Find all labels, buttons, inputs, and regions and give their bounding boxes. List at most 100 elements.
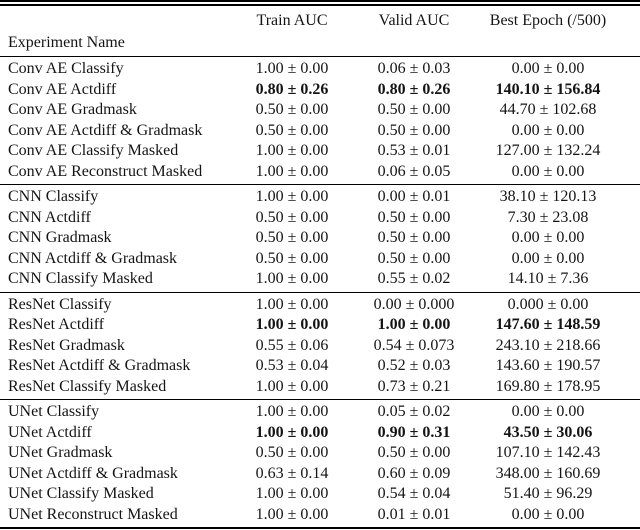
table-section-1: Conv AE Classify 1.00 ± 0.00 0.06 ± 0.03… [0,57,640,185]
spacer-cell [616,336,640,357]
train-auc-cell: 1.00 ± 0.00 [255,505,329,523]
header-row: Experiment Name Train AUC Valid AUC Best… [0,6,640,57]
spacer-cell [616,141,640,162]
spacer-cell [616,121,640,142]
valid-auc-cell: 0.80 ± 0.26 [377,80,451,98]
experiment-name-cell: CNN Gradmask [8,229,112,246]
train-auc-cell: 1.00 ± 0.00 [255,485,329,502]
valid-auc-cell: 0.50 ± 0.00 [377,444,451,461]
experiment-name-cell: Conv AE Actdiff [8,80,117,98]
valid-auc-cell: 0.50 ± 0.00 [377,121,451,139]
best-epoch-cell: 0.00 ± 0.00 [511,229,585,246]
spacer-cell [616,315,640,336]
experiment-name-cell: ResNet Gradmask [8,336,125,354]
header-best-epoch: Best Epoch (/500) [489,12,607,29]
spacer-cell [616,356,640,377]
best-epoch-cell: 143.60 ± 190.57 [495,357,601,374]
spacer-cell [616,162,640,185]
table-row: Conv AE Actdiff & Gradmask 0.50 ± 0.00 0… [0,121,640,142]
header-train-auc: Train AUC [256,12,328,29]
valid-auc-cell: 0.73 ± 0.21 [377,377,451,395]
table-row: ResNet Classify Masked 1.00 ± 0.00 0.73 … [0,377,640,400]
train-auc-cell: 1.00 ± 0.00 [255,162,329,180]
valid-auc-cell: 0.54 ± 0.073 [373,336,455,354]
experiment-name-cell: ResNet Actdiff [8,316,105,333]
valid-auc-cell: 0.52 ± 0.03 [377,357,451,374]
valid-auc-cell: 0.50 ± 0.00 [377,229,451,246]
valid-auc-cell: 0.00 ± 0.000 [373,295,455,313]
spacer-cell [616,269,640,292]
train-auc-cell: 1.00 ± 0.00 [255,377,329,395]
best-epoch-cell: 14.10 ± 7.36 [507,270,589,287]
best-epoch-cell: 127.00 ± 132.24 [495,142,601,159]
train-auc-cell: 0.50 ± 0.00 [255,229,329,246]
best-epoch-cell: 0.00 ± 0.00 [511,60,585,77]
spacer-cell [616,249,640,270]
table-top-rule [0,0,640,6]
best-epoch-cell: 44.70 ± 102.68 [499,101,597,118]
valid-auc-cell: 0.53 ± 0.01 [377,142,451,159]
train-auc-cell: 0.80 ± 0.26 [255,80,329,98]
experiment-name-cell: UNet Classify [8,403,100,420]
spacer-cell [616,400,640,423]
table-row: UNet Reconstruct Masked 1.00 ± 0.00 0.01… [0,505,640,528]
table-row: UNet Classify Masked 1.00 ± 0.00 0.54 ± … [0,484,640,505]
best-epoch-cell: 0.00 ± 0.00 [511,249,585,267]
header-spacer [616,6,640,57]
best-epoch-cell: 169.80 ± 178.95 [495,377,601,395]
best-epoch-cell: 0.00 ± 0.00 [511,121,585,139]
table-row: Conv AE Actdiff 0.80 ± 0.26 0.80 ± 0.26 … [0,80,640,101]
table-row: UNet Actdiff & Gradmask 0.63 ± 0.14 0.60… [0,464,640,485]
table-row: ResNet Classify 1.00 ± 0.00 0.00 ± 0.000… [0,292,640,315]
valid-auc-cell: 0.60 ± 0.09 [377,464,451,482]
spacer-cell [616,185,640,208]
table-row: CNN Actdiff & Gradmask 0.50 ± 0.00 0.50 … [0,249,640,270]
best-epoch-cell: 43.50 ± 30.06 [503,423,593,441]
best-epoch-cell: 0.000 ± 0.00 [507,295,589,313]
table-row: Conv AE Reconstruct Masked 1.00 ± 0.00 0… [0,162,640,185]
best-epoch-cell: 0.00 ± 0.00 [511,505,585,523]
best-epoch-cell: 147.60 ± 148.59 [495,316,601,333]
train-auc-cell: 0.55 ± 0.06 [255,336,329,354]
table-row: Conv AE Classify 1.00 ± 0.00 0.06 ± 0.03… [0,57,640,80]
valid-auc-cell: 0.55 ± 0.02 [377,270,451,287]
table-row: CNN Classify Masked 1.00 ± 0.00 0.55 ± 0… [0,269,640,292]
experiment-name-cell: Conv AE Reconstruct Masked [8,162,203,180]
valid-auc-cell: 0.05 ± 0.02 [377,403,451,420]
best-epoch-cell: 51.40 ± 96.29 [503,485,593,502]
table-section-3: ResNet Classify 1.00 ± 0.00 0.00 ± 0.000… [0,292,640,400]
experiment-name-cell: Conv AE Gradmask [8,101,137,118]
best-epoch-cell: 107.10 ± 142.43 [495,444,601,461]
table-row: ResNet Gradmask 0.55 ± 0.06 0.54 ± 0.073… [0,336,640,357]
valid-auc-cell: 0.06 ± 0.05 [377,162,451,180]
spacer-cell [616,292,640,315]
valid-auc-cell: 0.50 ± 0.00 [377,249,451,267]
spacer-cell [616,505,640,528]
table-row: Conv AE Classify Masked 1.00 ± 0.00 0.53… [0,141,640,162]
valid-auc-cell: 0.90 ± 0.31 [377,423,451,441]
train-auc-cell: 1.00 ± 0.00 [255,188,329,205]
train-auc-cell: 0.50 ± 0.00 [255,444,329,461]
spacer-cell [616,208,640,229]
header-experiment-name: Experiment Name [8,34,125,51]
table-row: CNN Classify 1.00 ± 0.00 0.00 ± 0.01 38.… [0,185,640,208]
experiment-name-cell: UNet Actdiff [8,423,92,441]
train-auc-cell: 0.50 ± 0.00 [255,208,329,226]
best-epoch-cell: 243.10 ± 218.66 [495,336,601,354]
table-row: CNN Actdiff 0.50 ± 0.00 0.50 ± 0.00 7.30… [0,208,640,229]
train-auc-cell: 1.00 ± 0.00 [255,423,329,441]
train-auc-cell: 1.00 ± 0.00 [255,60,329,77]
valid-auc-cell: 0.50 ± 0.00 [377,101,451,118]
valid-auc-cell: 0.54 ± 0.04 [377,485,451,502]
train-auc-cell: 1.00 ± 0.00 [255,142,329,159]
table-section-4: UNet Classify 1.00 ± 0.00 0.05 ± 0.02 0.… [0,399,640,528]
spacer-cell [616,80,640,101]
valid-auc-cell: 0.06 ± 0.03 [377,60,451,77]
experiment-name-cell: Conv AE Actdiff & Gradmask [8,121,203,139]
experiment-name-cell: UNet Actdiff & Gradmask [8,464,178,482]
valid-auc-cell: 1.00 ± 0.00 [377,316,451,333]
spacer-cell [616,423,640,444]
best-epoch-cell: 7.30 ± 23.08 [507,208,589,226]
spacer-cell [616,377,640,400]
